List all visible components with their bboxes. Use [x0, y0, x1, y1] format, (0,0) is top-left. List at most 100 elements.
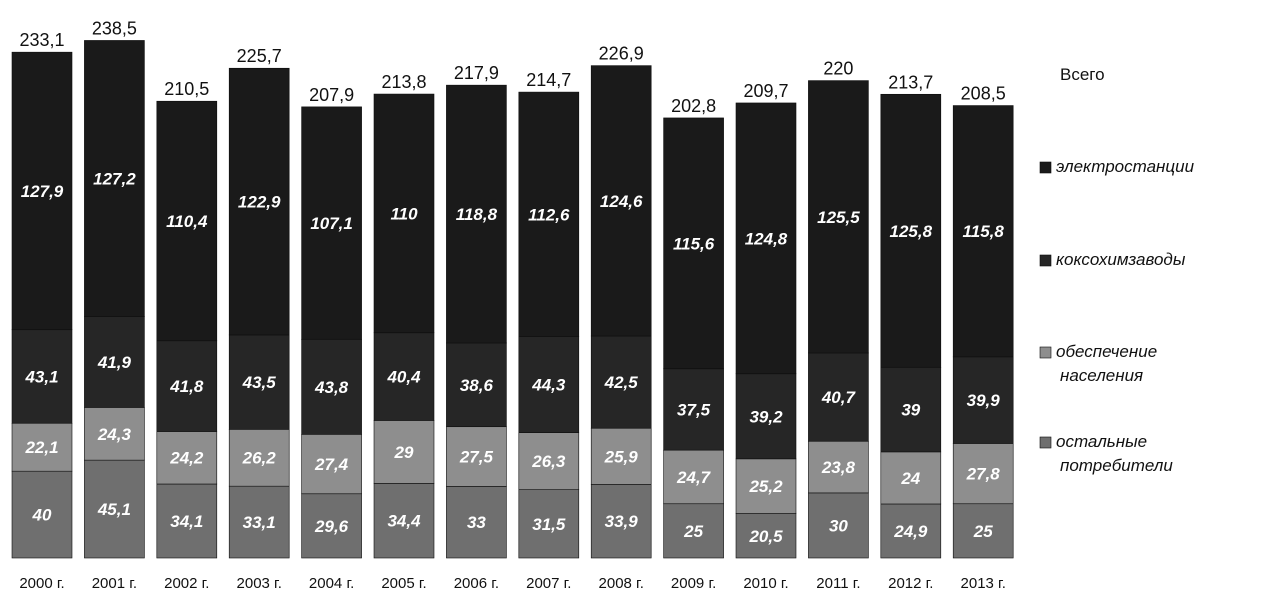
- segment-value-label: 39: [901, 401, 920, 420]
- category-label: 2010 г.: [743, 575, 788, 592]
- category-label: 2008 г.: [599, 575, 644, 592]
- segment-value-label: 45,1: [97, 500, 131, 519]
- segment-value-label: 39,9: [967, 391, 1001, 410]
- bar-segment: [880, 503, 942, 559]
- segment-value-label: 33,1: [243, 513, 276, 532]
- segment-value-label: 24,7: [676, 468, 712, 487]
- total-value-label: 210,5: [164, 79, 209, 99]
- segment-value-label: 27,8: [966, 465, 1001, 484]
- bar-segment: [952, 503, 1014, 559]
- bar-segment: [84, 316, 145, 408]
- total-value-label: 202,8: [671, 96, 716, 116]
- bar-segment: [590, 484, 652, 559]
- bar-segment: [301, 106, 362, 340]
- segment-value-label: 107,1: [310, 214, 353, 233]
- legend-label: остальные: [1056, 432, 1147, 451]
- category-label: 2004 г.: [309, 575, 354, 592]
- segment-value-label: 43,8: [314, 378, 349, 397]
- total-value-label: 213,7: [888, 72, 933, 92]
- total-value-label: 213,8: [381, 72, 426, 92]
- legend-title: Всего: [1060, 65, 1105, 84]
- segment-value-label: 37,5: [677, 400, 711, 419]
- segment-value-label: 20,5: [748, 527, 783, 546]
- bar-segment: [84, 40, 145, 317]
- segment-value-label: 29,6: [314, 517, 349, 536]
- total-value-label: 214,7: [526, 70, 571, 90]
- bar-segment: [663, 503, 724, 559]
- segment-value-label: 124,8: [745, 229, 788, 248]
- segment-value-label: 27,4: [314, 455, 349, 474]
- segment-value-label: 41,9: [97, 353, 132, 372]
- bar-segment: [808, 80, 869, 354]
- bar-segment: [301, 493, 362, 559]
- segment-value-label: 41,8: [169, 377, 204, 396]
- category-label: 2012 г.: [888, 575, 933, 592]
- bar-segment: [156, 340, 218, 432]
- category-label: 2003 г.: [237, 575, 282, 592]
- category-label: 2013 г.: [961, 575, 1006, 592]
- legend-swatch: [1039, 161, 1052, 174]
- segment-value-label: 29: [394, 443, 414, 462]
- segment-value-label: 25,9: [604, 447, 639, 466]
- category-labels: 2000 г. 2001 г. 2002 г. 2003 г. 2004 г. 2005 …: [19, 575, 1006, 592]
- bar-segment: [301, 338, 362, 435]
- bar-segment: [952, 105, 1014, 358]
- bar-segment: [735, 513, 797, 559]
- bar-segment: [808, 492, 869, 559]
- segment-value-label: 127,9: [21, 182, 64, 201]
- bar-segment: [808, 440, 869, 494]
- bar-segment: [11, 422, 73, 472]
- bar-segment: [880, 451, 942, 505]
- legend: Всего электростанции коксохимзаводы обеспе…: [1039, 65, 1195, 475]
- segment-value-label: 40,7: [821, 388, 857, 407]
- bar-segment: [590, 335, 652, 429]
- segment-value-label: 38,6: [460, 376, 494, 395]
- bar-segment: [446, 426, 507, 487]
- legend-label: электростанции: [1056, 157, 1195, 176]
- bar-segment: [446, 84, 507, 344]
- segment-value-label: 26,2: [242, 449, 277, 468]
- segment-value-label: 43,5: [242, 373, 277, 392]
- total-value-label: 220: [823, 59, 853, 79]
- bar-segment: [156, 100, 218, 342]
- total-value-label: 238,5: [92, 18, 137, 38]
- total-value-label: 208,5: [961, 84, 1006, 104]
- bar-segment: [228, 485, 290, 559]
- bar-segment: [373, 332, 435, 421]
- total-value-label: 225,7: [237, 46, 282, 66]
- segment-value-label: 115,6: [673, 234, 715, 253]
- bar-segment: [518, 489, 580, 559]
- segment-value-label: 40,4: [386, 368, 421, 387]
- segment-value-label: 127,2: [93, 169, 136, 188]
- segment-value-label: 118,8: [456, 205, 498, 224]
- bar-segment: [663, 117, 724, 370]
- bar-segment: [228, 67, 290, 336]
- bar-segment: [446, 342, 507, 428]
- total-value-label: 217,9: [454, 63, 499, 83]
- segment-value-label: 22,1: [24, 438, 58, 457]
- segment-value-label: 110: [390, 204, 418, 223]
- total-value-label: 226,9: [599, 44, 644, 64]
- segment-value-label: 122,9: [238, 193, 281, 212]
- category-label: 2009 г.: [671, 575, 716, 592]
- total-value-label: 233,1: [19, 30, 64, 50]
- segment-value-label: 40: [32, 506, 52, 525]
- bar-segment: [518, 91, 580, 337]
- segment-value-label: 25: [973, 522, 993, 541]
- segment-value-label: 30: [829, 516, 848, 535]
- bar-segment: [880, 93, 942, 368]
- segment-value-label: 24,3: [97, 425, 132, 444]
- category-label: 2000 г.: [19, 575, 64, 592]
- segment-value-label: 33,9: [605, 512, 639, 531]
- segment-value-label: 27,5: [459, 448, 494, 467]
- bar-segment: [663, 449, 724, 505]
- segment-value-label: 44,3: [531, 376, 566, 395]
- legend-label: потребители: [1060, 456, 1173, 475]
- bar-segment: [11, 470, 73, 559]
- legend-label: коксохимзаводы: [1056, 250, 1186, 269]
- category-label: 2006 г.: [454, 575, 499, 592]
- bars-layer: 40 22,1 43,1 127,9 45,1 24,3 41,9 127,2 34,1 24,2…: [11, 40, 1014, 559]
- bar-segment: [590, 427, 652, 485]
- bar-segment: [808, 352, 869, 442]
